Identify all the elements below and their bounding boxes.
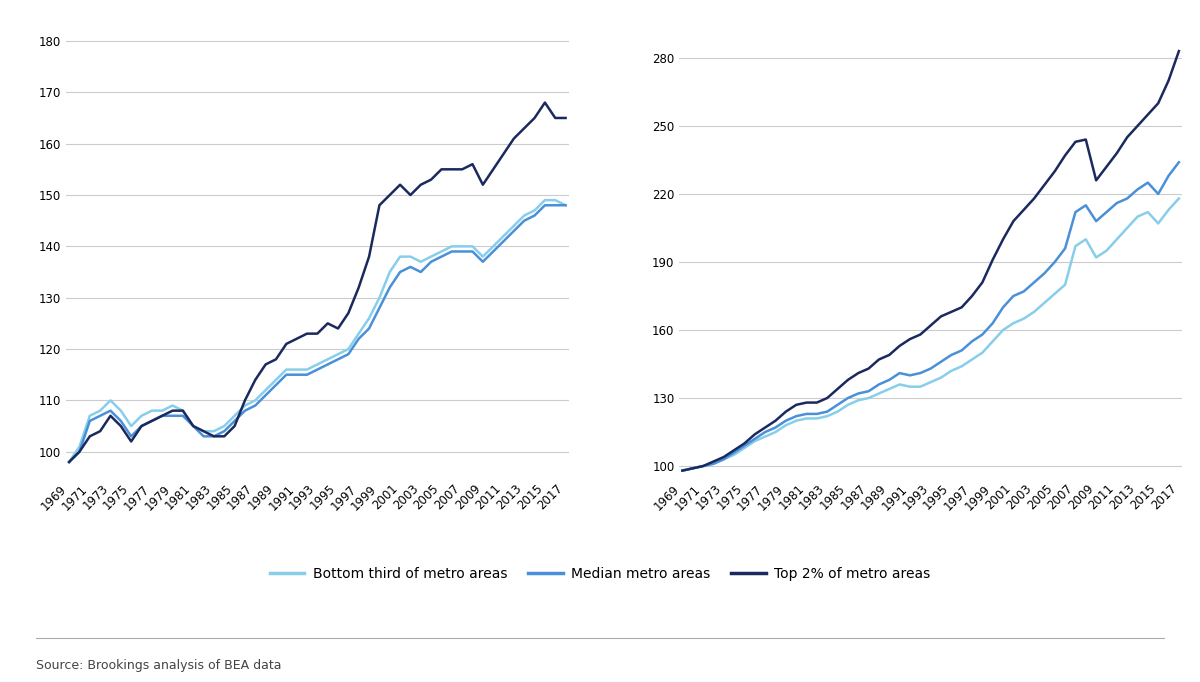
Legend: Bottom third of metro areas, Median metro areas, Top 2% of metro areas: Bottom third of metro areas, Median metr… <box>264 561 936 587</box>
Text: Source: Brookings analysis of BEA data: Source: Brookings analysis of BEA data <box>36 659 282 672</box>
